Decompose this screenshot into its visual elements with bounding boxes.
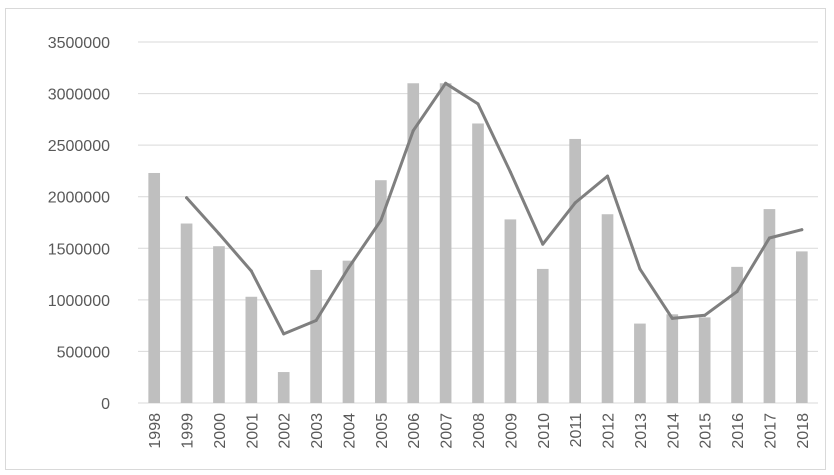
x-tick-label: 2001 [244, 413, 261, 449]
line-point [379, 218, 383, 222]
bar-series [148, 83, 808, 404]
line-point [282, 332, 286, 336]
bar [148, 172, 161, 403]
y-tick-label: 3000000 [48, 87, 110, 104]
y-tick-label: 2500000 [48, 138, 110, 155]
bar [213, 246, 225, 403]
bar [634, 323, 646, 403]
line-point [573, 201, 577, 205]
bar [601, 214, 614, 403]
bar [245, 296, 258, 403]
bar [375, 180, 387, 403]
bar [504, 219, 517, 403]
line-point [346, 266, 350, 270]
x-tick-label: 2018 [795, 413, 812, 449]
line-point [735, 290, 739, 294]
x-tick-label: 2016 [730, 413, 747, 449]
y-tick-label: 3500000 [48, 35, 110, 52]
x-tick-label: 2017 [762, 413, 779, 449]
x-tick-label: 2006 [406, 413, 423, 449]
x-tick-label: 2013 [633, 413, 650, 449]
line-point [638, 267, 642, 271]
y-tick-label: 2000000 [48, 190, 110, 207]
line-point [476, 102, 480, 106]
line-point [249, 269, 253, 273]
line-path [185, 81, 804, 336]
line-point [670, 316, 674, 320]
x-tick-label: 2008 [471, 413, 488, 449]
bar [763, 209, 776, 403]
x-tick-label: 2004 [341, 413, 358, 449]
x-tick-label: 2014 [665, 413, 682, 449]
x-tick-label: 2011 [568, 413, 585, 448]
bar [536, 268, 549, 403]
x-tick-label: 2007 [439, 413, 456, 449]
y-tick-label: 1500000 [48, 241, 110, 258]
line-point [541, 242, 545, 246]
x-tick-label: 2009 [503, 413, 520, 449]
line-point [185, 196, 189, 200]
line-point [444, 81, 448, 85]
bar [731, 266, 743, 403]
y-tick-label: 500000 [57, 344, 110, 361]
x-tick-label: 2012 [601, 413, 618, 449]
x-tick-label: 1998 [147, 413, 164, 449]
bar [180, 223, 193, 403]
bar [472, 123, 484, 404]
line-point [411, 129, 415, 133]
x-tick-label: 2015 [698, 413, 715, 449]
line-point [767, 236, 771, 240]
y-tick-label: 1000000 [48, 293, 110, 310]
bar [407, 83, 420, 403]
x-tick-label: 1999 [180, 413, 197, 449]
x-axis: 1998 1999 2000 2001 2002 2003 2004 2005 2006 2007… [147, 413, 812, 449]
bar [795, 251, 808, 403]
line-point [217, 232, 221, 236]
bar [310, 269, 322, 403]
y-axis: 0 500000 1000000 1500000 2000000 2500000 30000… [48, 35, 110, 413]
bar [342, 260, 355, 403]
x-tick-label: 2000 [212, 413, 229, 449]
line-point [703, 313, 707, 317]
bar [698, 317, 711, 403]
line-point [314, 318, 318, 322]
x-tick-label: 2002 [277, 413, 294, 449]
x-tick-label: 2003 [309, 413, 326, 449]
line-series [185, 81, 804, 336]
bar [569, 138, 581, 403]
y-tick-label: 0 [101, 396, 110, 413]
x-tick-label: 2005 [374, 413, 391, 449]
bar [666, 314, 679, 403]
line-point [606, 174, 610, 178]
line-point [508, 170, 512, 174]
bar [439, 83, 452, 403]
bar [277, 372, 290, 403]
x-tick-label: 2010 [536, 413, 553, 449]
line-point [800, 228, 804, 232]
